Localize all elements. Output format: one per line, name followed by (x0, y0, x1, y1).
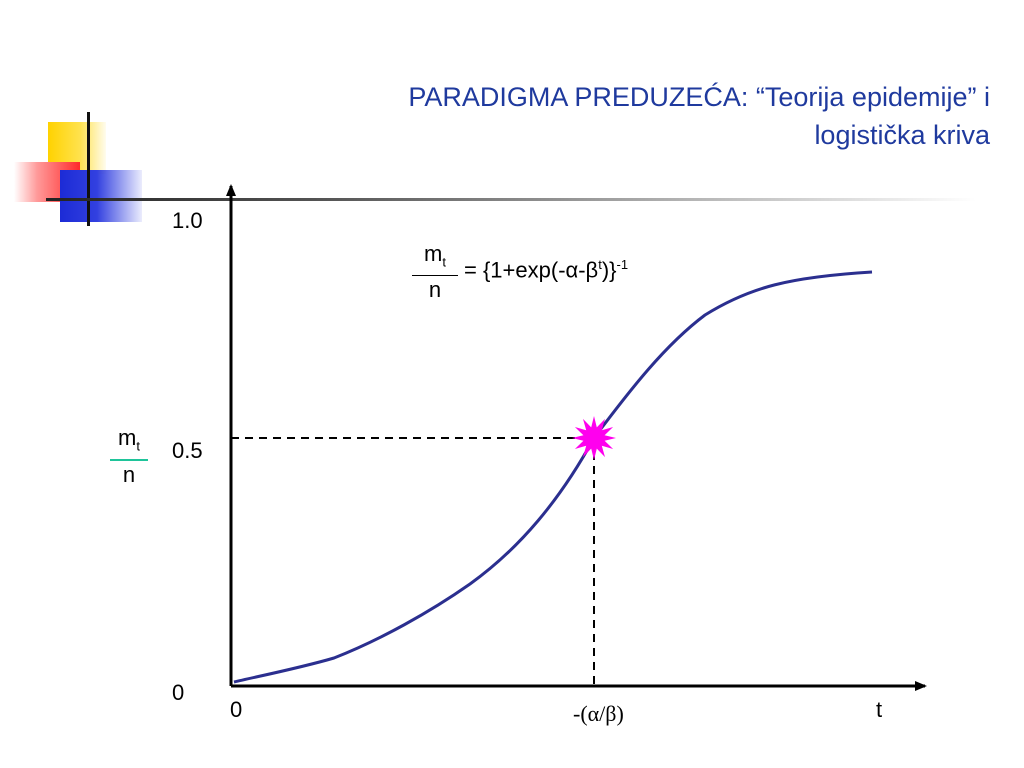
y-tick-1-0: 1.0 (172, 208, 203, 233)
y-tick-0: 0 (172, 680, 185, 705)
x-tick-inflection: -(α/β) (573, 701, 624, 726)
formula-fraction: mt n (412, 242, 458, 302)
title-line-2: logistička kriva (814, 120, 990, 150)
formula-denominator: n (428, 277, 442, 303)
y-tick-0-5: 0.5 (172, 438, 203, 463)
y-label-fraction-line (110, 459, 148, 462)
logistic-curve (233, 270, 873, 684)
x-axis-label-t: t (876, 697, 883, 722)
decor-horizontal-rule (46, 198, 976, 201)
y-axis-variable-label: mt n (110, 426, 148, 487)
slide-title: PARADIGMA PREDUZEĆA: “Teorija epidemije”… (230, 78, 990, 154)
title-line-1: PARADIGMA PREDUZEĆA: “Teorija epidemije”… (408, 82, 990, 112)
formula-fraction-line (412, 275, 458, 277)
y-label-denominator: n (122, 462, 136, 488)
x-tick-origin: 0 (230, 697, 243, 722)
starburst-icon (572, 416, 616, 460)
y-label-numerator: mt (118, 425, 140, 454)
formula-numerator: mt (424, 241, 446, 270)
decor-blue-square (60, 170, 142, 222)
decor-vertical-bar (87, 112, 90, 226)
formula-rhs: = {1+exp(-α-βt)}-1 (464, 257, 629, 283)
